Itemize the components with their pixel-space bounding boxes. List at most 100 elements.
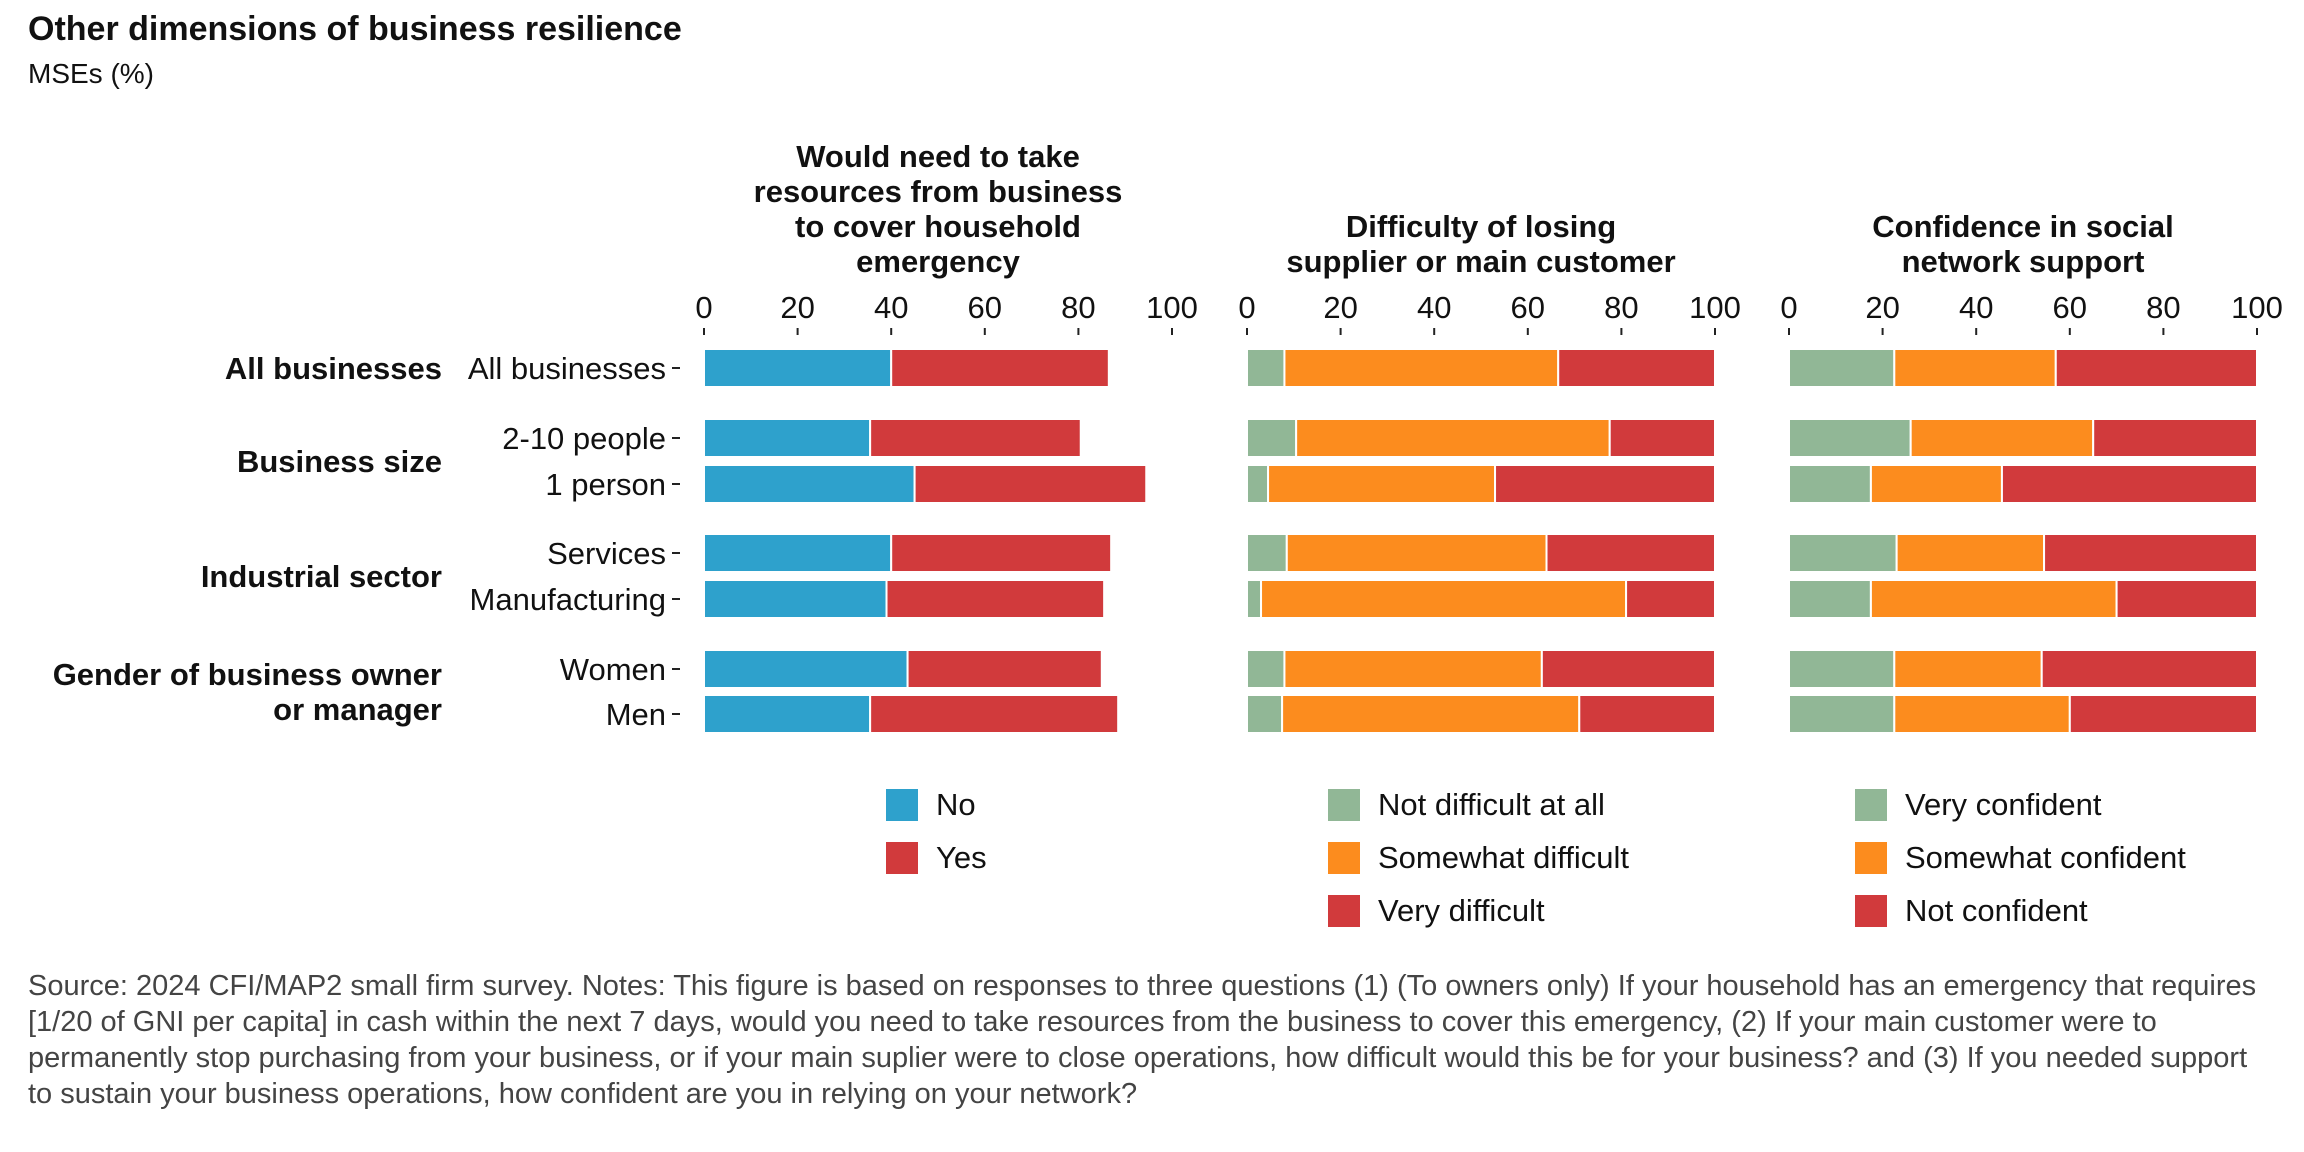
legend-item: Yes: [886, 831, 987, 884]
bar-segment-very-difficult: [1625, 579, 1716, 619]
legend-item: Somewhat difficult: [1328, 831, 1629, 884]
x-tick-label: 40: [1417, 290, 1451, 325]
y-tick-label: All businesses: [468, 351, 666, 386]
bar-segment-yes: [869, 418, 1082, 458]
bar-segment-not-difficult-at-all: [1246, 348, 1286, 388]
legend-label: Somewhat difficult: [1378, 839, 1629, 875]
bar-segment-somewhat-confident: [1909, 418, 2095, 458]
panel-title: Confidence in social: [1872, 209, 2173, 244]
legend-swatch: [1855, 894, 1887, 927]
y-tick-label: Men: [606, 697, 666, 732]
bar-segment-very-difficult: [1608, 418, 1716, 458]
bar-segment-somewhat-confident: [1869, 579, 2118, 619]
bar-segment-very-confident: [1788, 694, 1896, 734]
bar-segment-somewhat-confident: [1869, 464, 2003, 504]
x-tick-label: 60: [1511, 290, 1545, 325]
x-tick-label: 40: [1959, 290, 1993, 325]
panel-title: Would need to take: [796, 139, 1080, 174]
x-tick-label: 60: [2053, 290, 2087, 325]
bar-segment-not-difficult-at-all: [1246, 533, 1288, 573]
legend-swatch: [1855, 841, 1887, 874]
bar-segment-very-difficult: [1557, 348, 1716, 388]
group-label: Industrial sector: [201, 559, 442, 594]
bar-segment-no: [703, 418, 872, 458]
legend-swatch: [1328, 788, 1360, 821]
panel-title: to cover household: [795, 209, 1081, 244]
legend-panel-3: Very confident Somewhat confident Not co…: [1855, 778, 2186, 937]
legend-swatch: [886, 841, 918, 874]
legend-label: Somewhat confident: [1905, 839, 2186, 875]
bar-segment-yes: [906, 649, 1103, 689]
legend-label: No: [936, 786, 976, 822]
bar-segment-somewhat-difficult: [1260, 579, 1628, 619]
y-tick-label: Manufacturing: [470, 582, 666, 617]
bar-segment-yes: [885, 579, 1106, 619]
legend-item: No: [886, 778, 987, 831]
bar-segment-not-confident: [2068, 694, 2259, 734]
legend-item: Very confident: [1855, 778, 2186, 831]
x-tick-label: 0: [1238, 290, 1255, 325]
bar-segment-very-difficult: [1494, 464, 1717, 504]
x-tick-label: 80: [2146, 290, 2180, 325]
bar-segment-yes: [890, 533, 1113, 573]
x-tick-label: 80: [1604, 290, 1638, 325]
bar-segment-no: [703, 348, 893, 388]
bar-segment-very-confident: [1788, 579, 1872, 619]
x-tick-label: 80: [1061, 290, 1095, 325]
legend-item: Somewhat confident: [1855, 831, 2186, 884]
x-tick-label: 100: [2231, 290, 2283, 325]
bar-segment-no: [703, 694, 872, 734]
legend-label: Very difficult: [1378, 892, 1545, 928]
bar-segment-somewhat-difficult: [1283, 649, 1543, 689]
y-tick-label: Services: [547, 536, 666, 571]
source-note: Source: 2024 CFI/MAP2 small firm survey.…: [28, 970, 2257, 1110]
legend-item: Very difficult: [1328, 884, 1629, 937]
bar-segment-yes: [869, 694, 1120, 734]
x-tick-label: 20: [1865, 290, 1899, 325]
bar-segment-no: [703, 533, 893, 573]
group-label: Business size: [237, 444, 442, 479]
y-tick-label: Women: [560, 652, 666, 687]
bar-segment-yes: [890, 348, 1110, 388]
legend-panel-1: No Yes: [886, 778, 987, 884]
bar-segment-not-difficult-at-all: [1246, 579, 1263, 619]
bar-segment-not-confident: [2054, 348, 2259, 388]
bar-segment-not-difficult-at-all: [1246, 464, 1270, 504]
bar-segment-not-difficult-at-all: [1246, 649, 1286, 689]
bar-segment-somewhat-difficult: [1285, 533, 1548, 573]
y-tick-label: 1 person: [545, 467, 666, 502]
bar-segment-somewhat-confident: [1893, 649, 2043, 689]
bar-segment-not-confident: [2092, 418, 2258, 458]
bar-segment-yes: [913, 464, 1148, 504]
group-label: All businesses: [225, 351, 442, 386]
chart-subtitle: MSEs (%): [28, 58, 154, 89]
bar-segment-not-confident: [2040, 649, 2258, 689]
bar-segment-very-difficult: [1540, 649, 1716, 689]
y-tick-label: 2-10 people: [502, 421, 666, 456]
bar-segment-somewhat-confident: [1893, 694, 2071, 734]
bar-segment-somewhat-confident: [1893, 348, 2057, 388]
bar-segment-no: [703, 649, 909, 689]
legend-item: Not confident: [1855, 884, 2186, 937]
bar-segment-not-difficult-at-all: [1246, 418, 1298, 458]
x-tick-label: 20: [1323, 290, 1357, 325]
group-label: or manager: [273, 692, 442, 727]
bar-segment-very-difficult: [1578, 694, 1717, 734]
bar-segment-somewhat-difficult: [1283, 348, 1560, 388]
panel-title: emergency: [856, 244, 1020, 279]
bar-segment-no: [703, 579, 888, 619]
legend-label: Not difficult at all: [1378, 786, 1605, 822]
legend-swatch: [1855, 788, 1887, 821]
x-tick-label: 0: [695, 290, 712, 325]
legend-panel-2: Not difficult at all Somewhat difficult …: [1328, 778, 1629, 937]
legend-item: Not difficult at all: [1328, 778, 1629, 831]
panel-title: supplier or main customer: [1286, 244, 1675, 279]
panel-title: Difficulty of losing: [1346, 209, 1616, 244]
x-tick-label: 100: [1689, 290, 1741, 325]
bar-segment-somewhat-difficult: [1295, 418, 1611, 458]
bar-segment-very-confident: [1788, 649, 1896, 689]
bar-segment-not-difficult-at-all: [1246, 694, 1284, 734]
bar-segment-somewhat-difficult: [1281, 694, 1581, 734]
x-tick-label: 0: [1780, 290, 1797, 325]
